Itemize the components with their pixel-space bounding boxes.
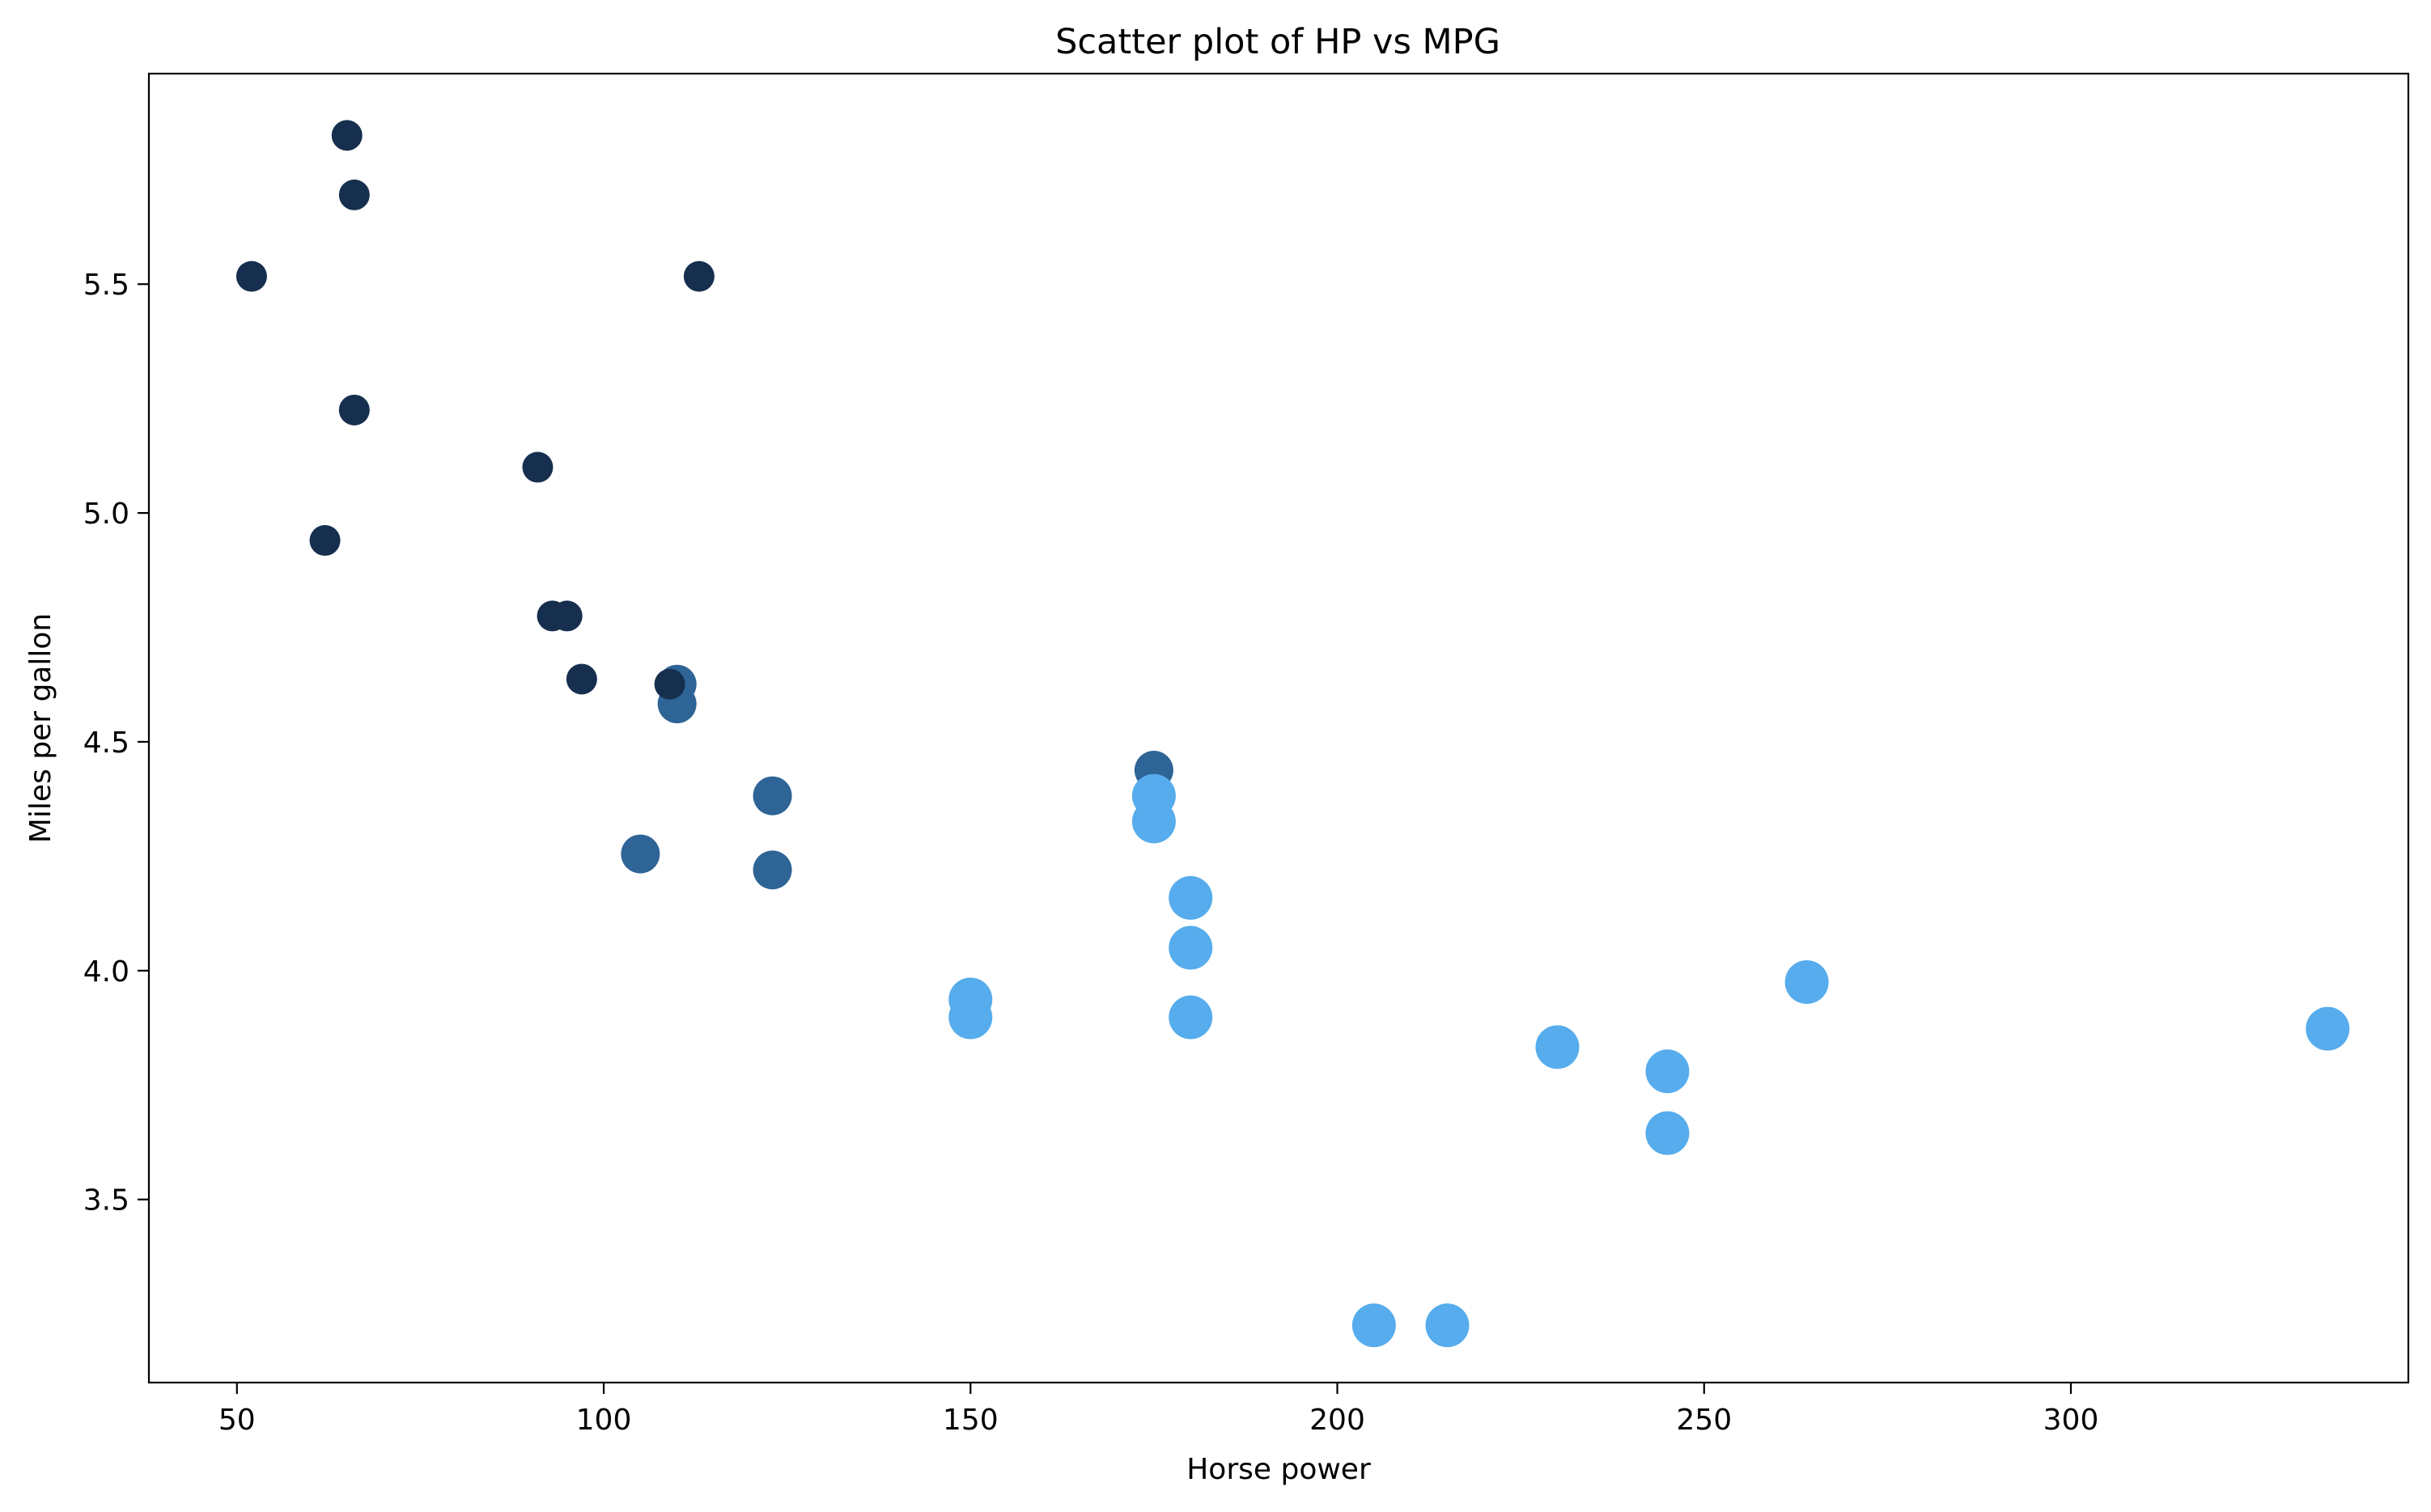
data-point <box>753 850 792 890</box>
y-tick-label: 5.0 <box>83 498 129 531</box>
x-tick-label: 250 <box>1676 1404 1732 1437</box>
data-point <box>566 663 597 695</box>
data-point <box>1645 1111 1690 1155</box>
data-point <box>1425 1303 1470 1348</box>
data-point <box>1645 1049 1690 1094</box>
data-point <box>1169 925 1213 970</box>
plot-frame <box>147 72 2410 1384</box>
data-point <box>338 394 370 426</box>
y-tick-label: 5.5 <box>83 269 129 302</box>
x-tick-label: 200 <box>1309 1404 1365 1437</box>
x-tick-label: 100 <box>576 1404 632 1437</box>
data-point <box>1131 799 1176 844</box>
data-point <box>948 995 993 1040</box>
data-point <box>1535 1025 1580 1069</box>
x-tick-label: 150 <box>943 1404 999 1437</box>
data-point <box>331 120 363 151</box>
y-tick-label: 4.5 <box>83 726 129 760</box>
data-point <box>621 834 660 874</box>
data-point <box>1169 875 1213 920</box>
y-tick-label: 4.0 <box>83 955 129 989</box>
data-point <box>235 260 267 292</box>
x-tick-label: 50 <box>218 1404 256 1437</box>
axis-ticks: 50 100 150 200 250 300 3.5 4.0 4.5 5.0 5.5 <box>83 269 2099 1437</box>
y-tick-label: 3.5 <box>83 1184 129 1218</box>
data-point <box>654 668 685 700</box>
data-point <box>522 451 554 483</box>
x-axis-label: Horse power <box>1186 1453 1371 1486</box>
x-tick-label: 300 <box>2043 1404 2099 1437</box>
data-point <box>1351 1303 1396 1348</box>
data-point <box>683 260 715 292</box>
chart-title: Scatter plot of HP vs MPG <box>1055 22 1500 62</box>
data-point <box>309 525 341 557</box>
y-axis-label: Miles per gallon <box>24 613 57 843</box>
data-point <box>1169 995 1213 1040</box>
data-point <box>2306 1006 2350 1051</box>
data-point <box>551 600 583 632</box>
data-point <box>753 776 792 815</box>
data-points <box>235 120 2350 1348</box>
data-point <box>1784 959 1829 1004</box>
data-point <box>338 179 370 210</box>
